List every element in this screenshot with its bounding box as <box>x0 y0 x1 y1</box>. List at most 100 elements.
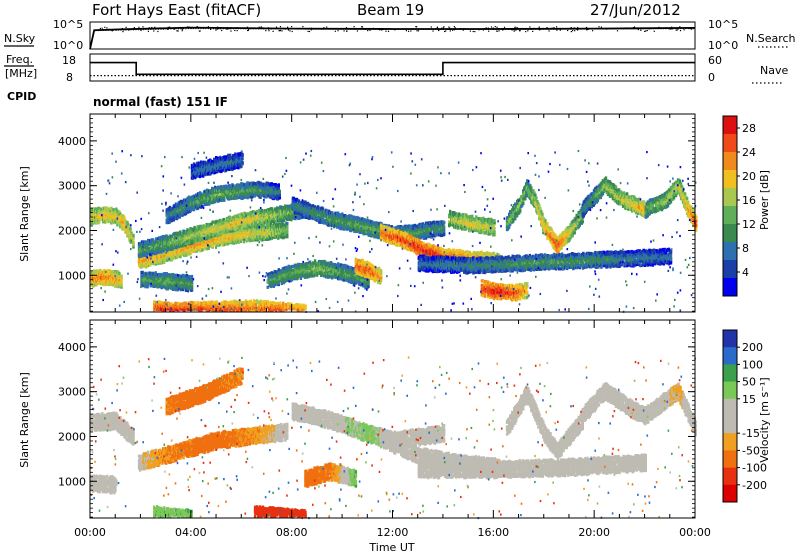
range-cell <box>284 214 287 218</box>
range-cell <box>181 250 184 254</box>
noise-sample <box>229 28 231 30</box>
range-cell <box>110 281 113 285</box>
range-cell <box>284 204 287 208</box>
noise-sample <box>679 26 681 28</box>
noise-sample <box>363 28 365 30</box>
range-cell <box>194 242 197 246</box>
noise-sample <box>287 26 289 28</box>
date-title: 27/Jun/2012 <box>590 1 681 19</box>
noise-sample <box>587 28 589 30</box>
noise-sample <box>485 27 487 29</box>
range-cell <box>286 225 289 229</box>
noise-sample <box>574 30 576 32</box>
range-cell <box>278 214 281 218</box>
range-cell <box>219 237 222 241</box>
noise-sample <box>242 27 244 29</box>
range-cell <box>184 240 187 244</box>
range-cell <box>241 161 244 165</box>
noise-sample <box>210 28 212 30</box>
noise-sample <box>181 28 183 30</box>
range-cell <box>108 275 111 279</box>
range-cell <box>243 220 247 224</box>
range-cell <box>127 223 130 227</box>
noise-sample <box>176 30 178 32</box>
noise-sample <box>328 28 330 30</box>
noise-sample <box>564 28 566 30</box>
range-cell <box>168 249 171 254</box>
range-cell <box>272 235 275 239</box>
noise-sample <box>188 26 190 28</box>
noise-sample <box>472 30 474 33</box>
range-cell <box>201 230 204 234</box>
cpid-text: normal (fast) 151 IF <box>93 95 228 109</box>
noise-sample <box>529 26 531 28</box>
range-cell <box>207 246 210 250</box>
range-cell <box>225 239 228 243</box>
noise-sample <box>356 30 358 32</box>
noise-sample <box>215 29 217 31</box>
noise-sample <box>381 29 383 31</box>
noise-sample <box>677 28 679 30</box>
range-cell <box>260 211 264 215</box>
range-cell <box>210 224 213 228</box>
range-cell <box>190 274 194 279</box>
noise-sample <box>447 28 449 30</box>
noise-sample <box>121 28 123 30</box>
nsky-label: N.Sky <box>4 32 36 45</box>
noise-sample <box>577 26 579 29</box>
noise-sample <box>387 30 390 32</box>
noise-sample <box>653 30 655 32</box>
noise-sample <box>138 26 140 28</box>
noise-sample <box>488 30 490 32</box>
range-cell <box>168 241 171 245</box>
range-cell <box>236 228 240 232</box>
noise-sample <box>369 29 371 31</box>
noise-sample <box>548 30 550 32</box>
range-cell <box>273 227 276 231</box>
noise-sample <box>324 28 326 30</box>
cpid-label: CPID <box>7 90 36 103</box>
range-cell <box>160 250 163 254</box>
noise-sample <box>592 30 594 32</box>
noise-sample <box>125 26 127 28</box>
range-cell <box>266 216 269 220</box>
range-cell <box>190 230 193 234</box>
noise-sample <box>556 29 558 31</box>
noise-sample <box>181 30 183 32</box>
range-cell <box>155 237 158 241</box>
noise-sample <box>632 27 634 29</box>
range-cell <box>190 233 193 237</box>
range-cell <box>215 219 218 223</box>
noise-sample <box>346 28 348 30</box>
noise-sample <box>382 28 384 30</box>
noise-sample <box>234 29 236 32</box>
noise-sample <box>669 28 671 30</box>
range-cell <box>269 211 272 215</box>
range-cell <box>114 212 117 216</box>
range-cell <box>286 222 289 226</box>
range-cell <box>298 216 301 220</box>
range-cell <box>229 226 233 230</box>
noise-sample <box>283 27 285 30</box>
noise-sample <box>148 27 150 29</box>
range-cell <box>232 241 236 245</box>
noise-sample <box>496 30 498 32</box>
noise-sample <box>452 29 454 31</box>
nsky-line <box>89 26 696 50</box>
range-cell <box>98 220 101 224</box>
noise-sample <box>219 28 221 30</box>
noise-sample <box>247 29 249 32</box>
range-cell <box>268 221 271 225</box>
freq-panel: Freq. [MHz] 18 8 60 0 Nave <box>4 53 788 84</box>
noise-sample <box>525 28 527 30</box>
noise-sample <box>644 30 646 32</box>
range-cell <box>106 281 109 286</box>
range-cell <box>118 210 121 214</box>
range-cell <box>102 220 105 224</box>
range-cell <box>172 239 175 243</box>
range-cell <box>277 183 280 187</box>
noise-sample <box>585 27 587 29</box>
noise-sample <box>344 27 346 30</box>
noise-sample <box>633 26 636 28</box>
freq-unit-label: [MHz] <box>5 67 37 80</box>
